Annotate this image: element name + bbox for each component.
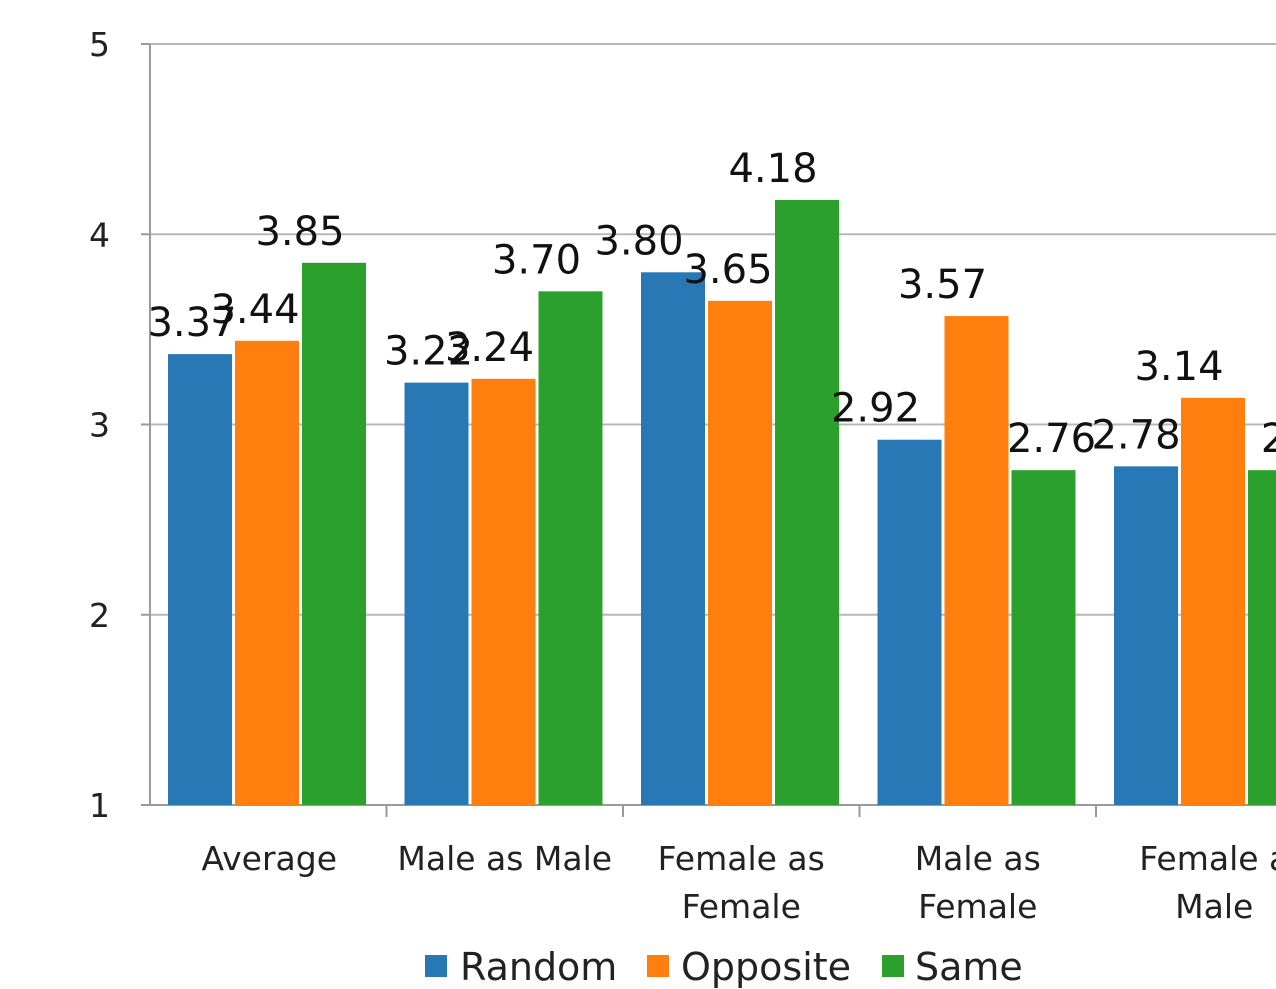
bar-opposite-1 bbox=[471, 378, 536, 805]
legend-label-same: Same bbox=[915, 945, 1023, 989]
data-labels: 3.37 3.22 3.80 2.92 2.78 3.44 3.24 3.65 3.57 3.14… bbox=[147, 146, 1276, 462]
data-label: 3.57 bbox=[898, 262, 987, 308]
data-label: 2. bbox=[1261, 416, 1276, 462]
y-tick-label: 4 bbox=[89, 215, 110, 254]
bar-same-1 bbox=[538, 291, 603, 805]
x-tick-label: Male as Male bbox=[397, 839, 612, 878]
legend-label-opposite: Opposite bbox=[681, 945, 851, 989]
bar-same-4 bbox=[1248, 470, 1276, 805]
bar-random-4 bbox=[1114, 466, 1178, 805]
legend-swatch-same bbox=[882, 955, 904, 977]
data-label: 3.37 bbox=[147, 300, 236, 346]
data-label: 2.92 bbox=[831, 386, 920, 432]
x-tick-label: Male as bbox=[915, 839, 1041, 878]
bar-same-3 bbox=[1011, 470, 1076, 805]
y-tick-label: 3 bbox=[89, 406, 110, 445]
data-label: 3.44 bbox=[210, 287, 299, 333]
bar-opposite-0 bbox=[235, 340, 299, 805]
data-label: 3.70 bbox=[492, 237, 581, 283]
bar-random-1 bbox=[404, 382, 469, 805]
legend-swatch-opposite bbox=[647, 955, 669, 977]
data-label: 4.18 bbox=[728, 146, 817, 192]
data-label: 3.24 bbox=[445, 325, 534, 371]
data-label: 3.65 bbox=[683, 247, 772, 293]
y-tick-label: 5 bbox=[89, 25, 110, 64]
y-tick-label: 1 bbox=[89, 786, 110, 825]
y-tick-label: 2 bbox=[89, 596, 110, 635]
bar-random-2 bbox=[641, 272, 705, 805]
x-tick-label: Male bbox=[1175, 887, 1253, 926]
bar-random-3 bbox=[877, 439, 942, 805]
data-label: 3.85 bbox=[255, 209, 344, 255]
bar-same-2 bbox=[775, 200, 839, 805]
x-tick-label: Female as bbox=[658, 839, 825, 878]
x-tick-label: Female bbox=[682, 887, 801, 926]
bar-opposite-2 bbox=[708, 300, 772, 805]
x-tick-label: Female bbox=[918, 887, 1037, 926]
legend-swatch-random bbox=[425, 955, 447, 977]
bar-opposite-4 bbox=[1181, 397, 1245, 805]
data-label: 3.14 bbox=[1134, 344, 1223, 390]
bar-opposite-3 bbox=[944, 316, 1009, 805]
legend: Random Opposite Same bbox=[425, 945, 1023, 989]
axes: 1 2 3 4 5 Average Male as Male Female as Female M… bbox=[89, 25, 1276, 926]
bars bbox=[168, 200, 1276, 806]
data-label: 3.80 bbox=[594, 218, 683, 264]
data-label: 2.76 bbox=[1007, 416, 1096, 462]
x-tick-label: Average bbox=[201, 839, 337, 878]
data-label: 2.78 bbox=[1091, 412, 1180, 458]
data-label: 3.22 bbox=[384, 329, 473, 375]
bar-same-0 bbox=[302, 262, 366, 806]
x-tick-label: Female a bbox=[1139, 839, 1276, 878]
legend-label-random: Random bbox=[460, 945, 617, 989]
bar-random-0 bbox=[168, 354, 232, 805]
